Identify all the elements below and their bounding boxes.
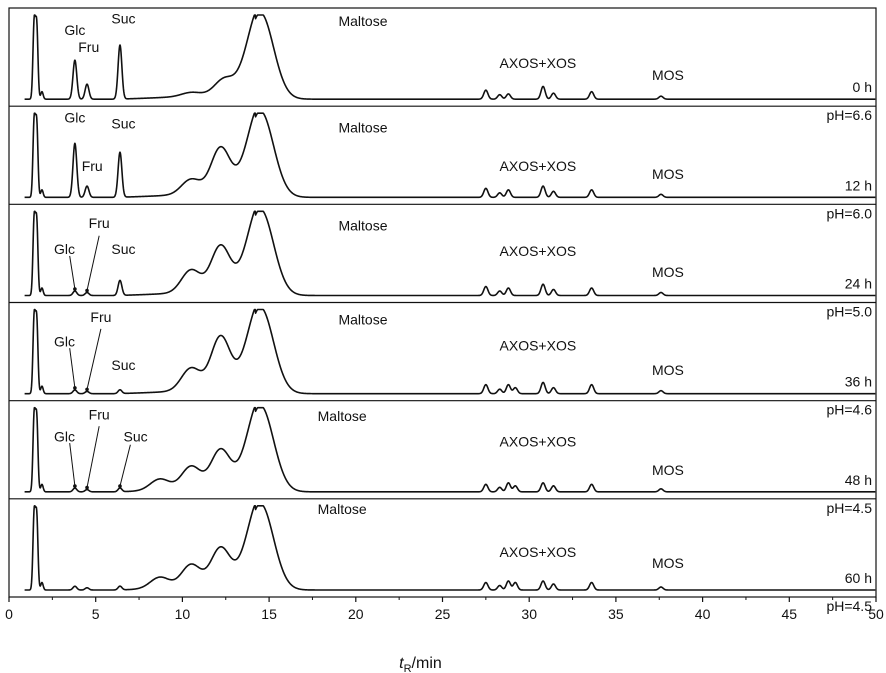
ph-label: pH=4.5 [826,598,872,614]
peak-label-maltose: Maltose [338,119,387,135]
peak-label-axos: AXOS+XOS [500,433,577,449]
chromatogram-trace [24,505,876,591]
peak-label-suc: Suc [111,241,135,257]
peak-label-fru: Fru [82,158,103,174]
x-tick-label: 15 [261,606,277,622]
peak-label-glc: Glc [64,22,85,38]
peak-label-glc: Glc [54,333,75,349]
peak-label-fru: Fru [78,39,99,55]
peak-label-suc: Suc [124,428,148,444]
peak-arrow [69,255,76,290]
x-tick-label: 5 [92,606,100,622]
peak-label-suc: Suc [111,10,135,26]
x-tick-label: 50 [868,606,884,622]
peak-arrow [69,442,76,487]
x-axis-title: tR/min [399,655,442,673]
time-label: 24 h [845,276,872,292]
peak-arrow [86,426,100,488]
chromatogram-trace [24,14,876,100]
panel-5: Glc Fru Suc Maltose AXOS+XOS MOS 48 h pH=4.5 [9,406,876,516]
peak-label-axos: AXOS+XOS [500,158,577,174]
panel-2: Glc Fru Suc Maltose AXOS+XOS MOS 12 h pH=6.0 [9,109,876,221]
peak-label-mos: MOS [652,264,684,280]
time-label: 36 h [845,374,872,390]
peak-label-maltose: Maltose [338,13,387,29]
x-tick-label: 45 [782,606,798,622]
x-tick-label: 25 [435,606,451,622]
peak-arrow-head [85,485,89,490]
time-label: 0 h [853,79,872,95]
peak-arrow-head [73,386,77,390]
ph-label: pH=6.0 [826,205,872,221]
peak-label-glc: Glc [54,241,75,257]
peak-label-maltose: Maltose [338,312,387,328]
peak-label-glc: Glc [64,109,85,125]
peak-label-axos: AXOS+XOS [500,544,577,560]
peak-label-mos: MOS [652,555,684,571]
peak-label-axos: AXOS+XOS [500,55,577,71]
peak-arrow-head [73,484,77,488]
peak-label-glc: Glc [54,428,75,444]
time-label: 12 h [845,177,872,193]
peak-label-axos: AXOS+XOS [500,243,577,259]
peak-arrow [86,328,102,390]
panel-4: Glc Fru Suc Maltose AXOS+XOS MOS 36 h pH=4.6 [9,308,876,418]
peak-label-fru: Fru [89,406,110,422]
x-tick-label: 35 [608,606,624,622]
ph-label: pH=4.6 [826,402,872,418]
chromatogram-trace [24,406,876,493]
peak-arrow [86,235,100,291]
peak-arrow-head [85,288,89,293]
peak-label-suc: Suc [111,357,135,373]
ph-label: pH=4.5 [826,500,872,516]
peak-arrow-head [73,287,77,291]
x-tick-label: 0 [5,606,13,622]
peak-label-axos: AXOS+XOS [500,338,577,354]
ph-label: pH=6.6 [826,107,872,123]
peak-arrow-head [118,484,122,488]
peak-label-mos: MOS [652,67,684,83]
peak-label-mos: MOS [652,166,684,182]
peak-arrow [69,348,76,388]
chromatogram-trace [24,308,876,395]
peak-arrow [119,444,131,487]
time-label: 48 h [845,472,872,488]
x-tick-label: 40 [695,606,711,622]
peak-label-maltose: Maltose [318,408,367,424]
panel-6: Maltose AXOS+XOS MOS 60 h pH=4.5 [24,501,876,614]
peak-label-mos: MOS [652,462,684,478]
peak-label-mos: MOS [652,362,684,378]
x-tick-label: 10 [175,606,191,622]
x-tick-label: 20 [348,606,364,622]
peak-label-maltose: Maltose [318,501,367,517]
chromatogram-trace [24,210,876,297]
peak-label-fru: Fru [90,309,111,325]
time-label: 60 h [845,570,872,586]
ph-label: pH=5.0 [826,304,872,320]
x-tick-label: 30 [521,606,537,622]
peak-arrow-head [85,387,89,392]
peak-label-maltose: Maltose [338,218,387,234]
peak-label-fru: Fru [89,215,110,231]
x-axis: 0 5 10 15 20 25 30 35 40 45 50 tR/min [5,597,884,673]
chromatogram-trace [24,112,876,199]
peak-label-suc: Suc [111,115,135,131]
